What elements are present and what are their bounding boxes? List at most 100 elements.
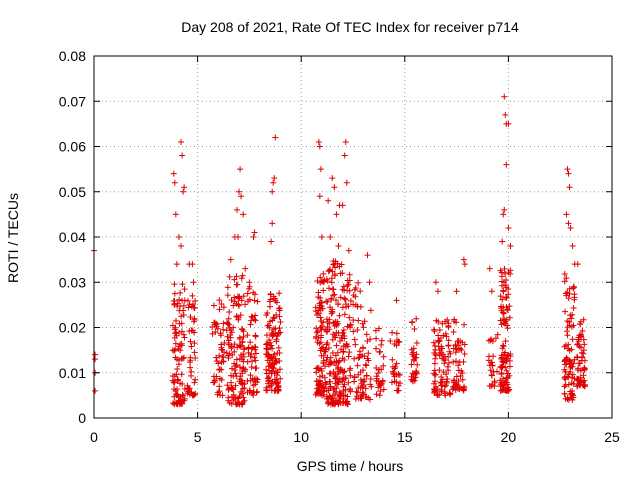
data-point [503, 379, 510, 386]
data-point [216, 383, 223, 390]
data-point [251, 354, 258, 361]
data-point [276, 290, 283, 297]
data-point [192, 376, 199, 383]
data-point [507, 350, 514, 357]
data-point [327, 383, 334, 390]
x-tick-label: 20 [501, 429, 517, 445]
data-point [341, 368, 348, 375]
data-point [244, 378, 251, 385]
data-point [191, 315, 198, 322]
data-point [562, 342, 569, 349]
data-point [327, 361, 334, 368]
data-point [332, 264, 339, 271]
data-point [337, 294, 344, 301]
data-point [452, 342, 459, 349]
data-point [505, 285, 512, 292]
data-point [455, 367, 462, 374]
data-point [444, 316, 451, 323]
data-point [357, 369, 364, 376]
data-point [362, 361, 369, 368]
data-point [178, 371, 185, 378]
data-point [274, 372, 281, 379]
data-point [499, 342, 506, 349]
data-point [414, 361, 421, 368]
data-point [503, 276, 510, 283]
data-point [263, 366, 270, 373]
data-point [335, 243, 342, 250]
data-point [505, 387, 512, 394]
data-point [323, 316, 330, 323]
data-point [244, 358, 251, 365]
data-point [263, 341, 270, 348]
data-point [499, 238, 506, 245]
data-point [252, 357, 259, 364]
data-point [179, 152, 186, 159]
data-point [274, 350, 281, 357]
data-point [214, 391, 221, 398]
data-point [187, 314, 194, 321]
data-point [500, 359, 507, 366]
data-point [504, 307, 511, 314]
data-point [171, 334, 178, 341]
data-point [506, 303, 513, 310]
data-point [232, 401, 239, 408]
data-point [277, 375, 284, 382]
data-point [324, 298, 331, 305]
data-point [499, 296, 506, 303]
data-point [254, 298, 261, 305]
y-tick-label: 0.08 [59, 48, 86, 64]
data-point [580, 372, 587, 379]
data-point [333, 211, 340, 218]
data-point [227, 332, 234, 339]
data-point [175, 343, 182, 350]
data-point [413, 315, 420, 322]
y-tick-label: 0.05 [59, 184, 86, 200]
data-point [170, 400, 177, 407]
data-point [438, 382, 445, 389]
data-point [393, 378, 400, 385]
data-point [341, 152, 348, 159]
data-point [569, 243, 576, 250]
data-point [442, 392, 449, 399]
data-point [269, 378, 276, 385]
data-point [326, 320, 333, 327]
data-point [503, 294, 510, 301]
data-point [173, 371, 180, 378]
data-point [180, 311, 187, 318]
data-point [580, 350, 587, 357]
data-point [240, 399, 247, 406]
data-point [275, 305, 282, 312]
data-point [320, 352, 327, 359]
data-point [561, 357, 568, 364]
data-point [378, 341, 385, 348]
data-point [339, 202, 346, 209]
data-point [453, 358, 460, 365]
data-point [567, 394, 574, 401]
data-point [232, 363, 239, 370]
y-tick-label: 0 [78, 410, 86, 426]
data-point [241, 346, 248, 353]
data-point [252, 344, 259, 351]
data-point [377, 348, 384, 355]
data-point [460, 387, 467, 394]
data-point [316, 143, 323, 150]
data-point [174, 377, 181, 384]
data-point [499, 282, 506, 289]
data-point [345, 281, 352, 288]
data-point [318, 392, 325, 399]
data-point [339, 355, 346, 362]
data-point [561, 374, 568, 381]
data-point [376, 392, 383, 399]
data-point [236, 364, 243, 371]
data-point [345, 353, 352, 360]
data-point [503, 355, 510, 362]
data-point [329, 175, 336, 182]
data-point [172, 387, 179, 394]
data-point [184, 390, 191, 397]
data-point [92, 387, 99, 394]
data-point [250, 289, 257, 296]
data-point [269, 317, 276, 324]
data-point [191, 304, 198, 311]
data-point [247, 339, 254, 346]
data-point [330, 399, 337, 406]
